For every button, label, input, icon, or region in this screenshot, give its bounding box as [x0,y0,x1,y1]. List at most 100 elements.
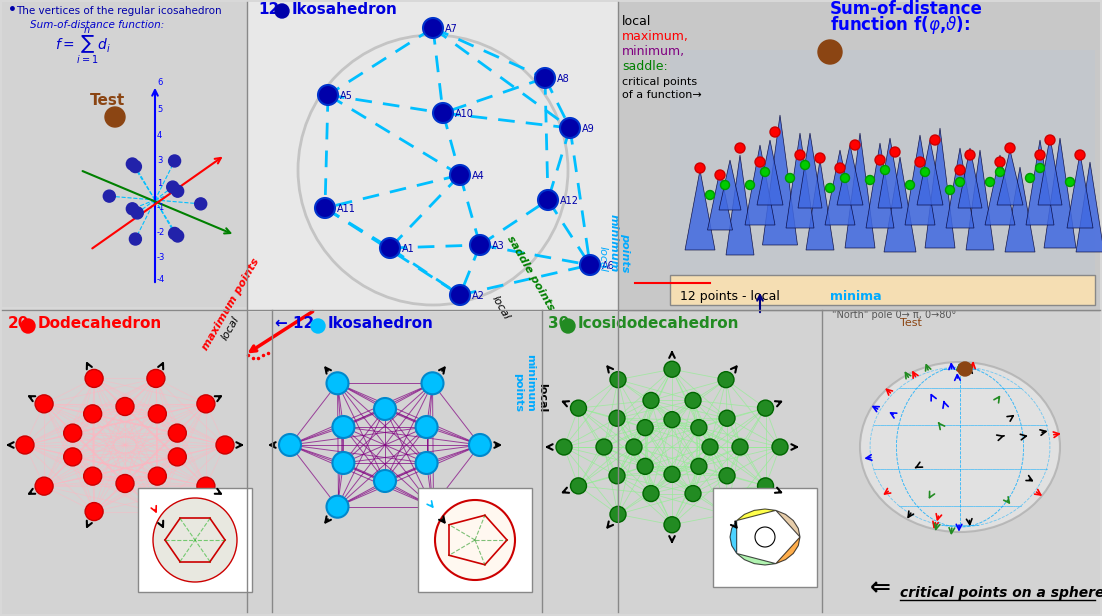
Text: local: local [598,246,608,272]
Circle shape [719,506,734,522]
Circle shape [719,468,735,484]
Circle shape [415,416,437,438]
Text: saddle points: saddle points [505,233,557,312]
Circle shape [469,434,491,456]
Text: minima: minima [830,290,882,303]
Circle shape [715,170,725,180]
Circle shape [197,395,215,413]
Text: A8: A8 [557,74,570,84]
Text: minimum: minimum [609,214,619,272]
Circle shape [129,233,141,245]
Polygon shape [905,135,934,225]
Circle shape [965,150,975,160]
Text: Test: Test [90,93,126,108]
Polygon shape [1026,140,1054,225]
Circle shape [1036,163,1045,172]
Text: A2: A2 [472,291,485,301]
Circle shape [637,419,653,436]
Text: A12: A12 [560,196,579,206]
Circle shape [732,439,748,455]
Circle shape [626,439,642,455]
Polygon shape [745,145,775,225]
Text: 20: 20 [8,316,30,331]
Text: "North" pole 0→ π, 0→80°: "North" pole 0→ π, 0→80° [832,310,957,320]
Circle shape [705,190,714,200]
Bar [272,312,542,614]
Circle shape [116,474,134,493]
Circle shape [169,448,186,466]
Text: local: local [490,294,511,322]
Text: maximum points: maximum points [199,256,261,352]
Circle shape [149,467,166,485]
Text: A11: A11 [337,204,356,214]
Circle shape [469,235,490,255]
Polygon shape [884,157,916,252]
Circle shape [665,517,680,533]
Circle shape [1074,150,1085,160]
Circle shape [561,319,575,333]
Circle shape [850,140,860,150]
Circle shape [702,439,719,455]
Text: -2: -2 [156,228,165,237]
Text: local: local [537,383,547,412]
Text: 4: 4 [156,131,162,140]
Circle shape [169,424,186,442]
Polygon shape [757,140,784,205]
Circle shape [35,477,53,495]
Circle shape [637,458,653,474]
Text: A10: A10 [455,109,474,119]
Circle shape [721,180,730,190]
Polygon shape [997,150,1023,205]
Text: function f($\varphi$,$\vartheta$):: function f($\varphi$,$\vartheta$): [830,14,970,36]
Polygon shape [806,160,834,250]
Circle shape [166,181,179,193]
Polygon shape [1067,153,1093,228]
Text: minimum: minimum [525,354,534,412]
Bar [248,2,618,312]
Text: local: local [220,315,241,342]
Circle shape [147,503,165,521]
Polygon shape [946,148,974,228]
Circle shape [35,395,53,413]
Text: Test: Test [900,318,922,328]
Circle shape [995,168,1005,177]
Circle shape [985,177,994,187]
Circle shape [315,198,335,218]
Text: -4: -4 [156,275,165,284]
Polygon shape [670,50,1095,275]
Ellipse shape [860,362,1060,532]
Circle shape [64,448,82,466]
Text: 5: 5 [156,105,162,114]
Text: ← 12: ← 12 [276,316,314,331]
Text: Dodecahedron: Dodecahedron [37,316,162,331]
Polygon shape [719,160,741,210]
Circle shape [1066,177,1074,187]
Circle shape [786,174,795,182]
Bar [542,312,822,614]
Circle shape [153,498,237,582]
Circle shape [665,411,680,428]
Circle shape [421,496,443,517]
Circle shape [955,165,965,175]
Text: •: • [8,3,17,17]
Circle shape [560,118,580,138]
Circle shape [691,419,706,436]
Circle shape [995,157,1005,167]
Circle shape [333,452,355,474]
Text: A4: A4 [472,171,485,181]
Circle shape [609,468,625,484]
Text: critical points on a sphere: critical points on a sphere [900,586,1102,600]
Circle shape [169,227,181,240]
Circle shape [374,470,396,492]
Text: A6: A6 [602,261,615,271]
Circle shape [609,410,625,426]
Text: 3: 3 [156,156,162,165]
Text: points: points [514,373,523,412]
Circle shape [423,18,443,38]
Circle shape [17,436,34,454]
Text: critical points: critical points [622,77,698,87]
Circle shape [571,478,586,494]
Circle shape [685,485,701,501]
Text: 1: 1 [156,179,162,188]
Circle shape [326,496,348,517]
